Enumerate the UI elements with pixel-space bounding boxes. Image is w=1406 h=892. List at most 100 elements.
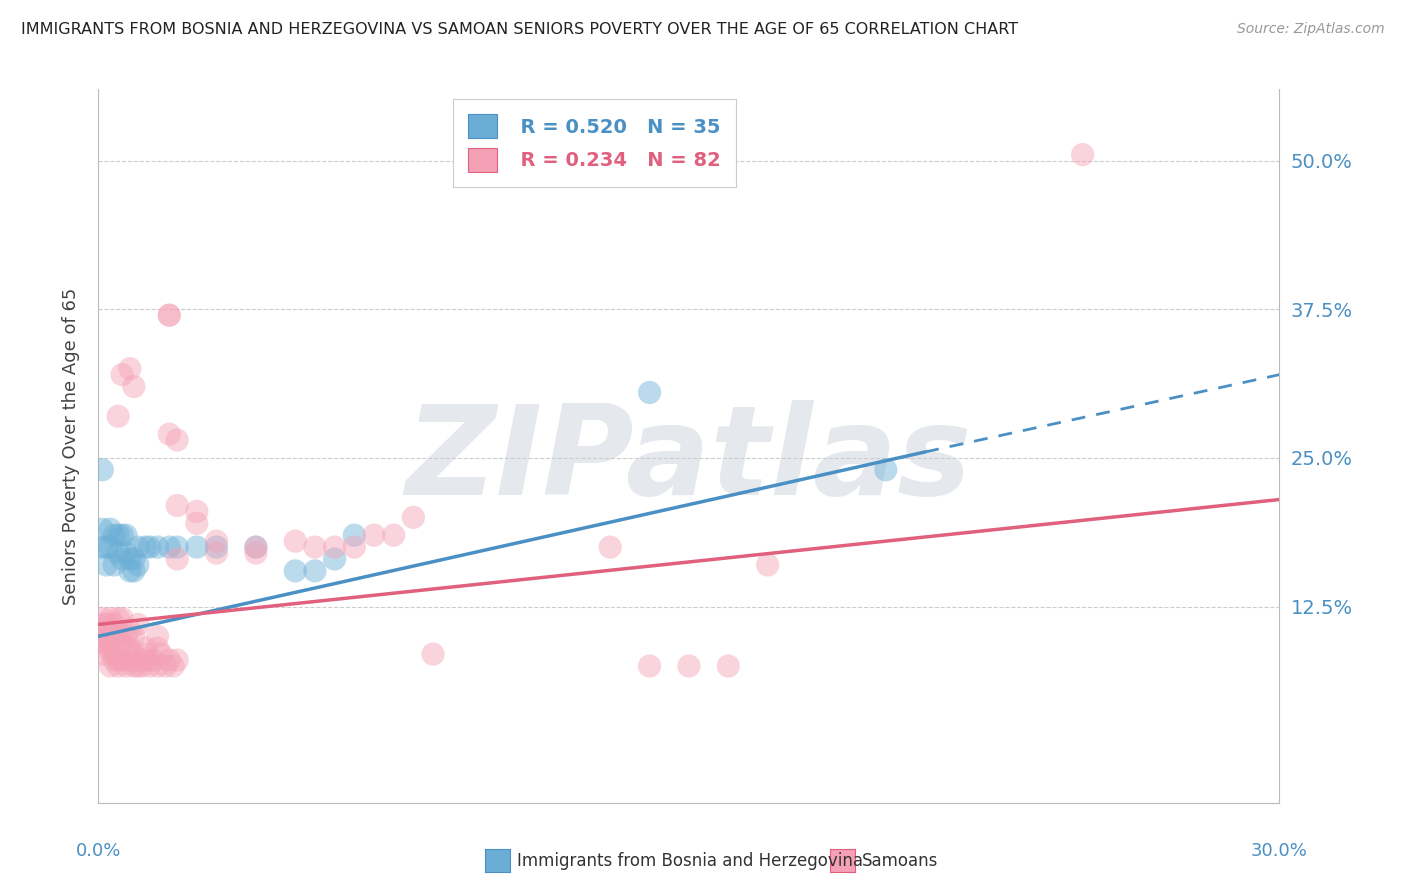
Point — [127, 540, 149, 554]
Point — [91, 647, 114, 661]
Point — [103, 647, 125, 661]
Point — [146, 641, 169, 656]
Point — [875, 463, 897, 477]
Point — [146, 629, 169, 643]
Point — [98, 611, 121, 625]
Point — [103, 653, 125, 667]
Point — [135, 641, 157, 656]
Point — [205, 540, 228, 554]
Point — [96, 641, 118, 656]
Point — [756, 558, 779, 572]
Point — [402, 510, 425, 524]
Point — [98, 659, 121, 673]
Point — [166, 552, 188, 566]
Point — [91, 463, 114, 477]
Point — [103, 528, 125, 542]
Point — [135, 540, 157, 554]
Point — [97, 629, 120, 643]
Point — [122, 647, 145, 661]
Point — [107, 528, 129, 542]
Point — [98, 540, 121, 554]
Point — [162, 659, 184, 673]
Point — [115, 629, 138, 643]
Point — [717, 659, 740, 673]
Point — [96, 617, 118, 632]
Y-axis label: Seniors Poverty Over the Age of 65: Seniors Poverty Over the Age of 65 — [62, 287, 80, 605]
Text: Samoans: Samoans — [862, 852, 938, 870]
Point — [107, 546, 129, 560]
Point — [323, 552, 346, 566]
Point — [422, 647, 444, 661]
Point — [122, 629, 145, 643]
Point — [111, 611, 134, 625]
Point — [103, 617, 125, 632]
Point — [142, 653, 165, 667]
Point — [98, 641, 121, 656]
Text: 30.0%: 30.0% — [1251, 842, 1308, 860]
Point — [91, 540, 114, 554]
Point — [638, 659, 661, 673]
Point — [135, 653, 157, 667]
Point — [93, 635, 115, 649]
Point — [157, 653, 180, 667]
Point — [186, 540, 208, 554]
Point — [205, 534, 228, 549]
Point — [111, 528, 134, 542]
Point — [111, 368, 134, 382]
Point — [115, 659, 138, 673]
Point — [284, 564, 307, 578]
Point — [131, 659, 153, 673]
Point — [186, 504, 208, 518]
Point — [245, 546, 267, 560]
Point — [118, 624, 141, 638]
Point — [122, 659, 145, 673]
Point — [98, 522, 121, 536]
Text: 0.0%: 0.0% — [76, 842, 121, 860]
Point — [127, 617, 149, 632]
Point — [638, 385, 661, 400]
Point — [157, 427, 180, 442]
Point — [135, 647, 157, 661]
Point — [107, 659, 129, 673]
Point — [107, 629, 129, 643]
Point — [146, 540, 169, 554]
Point — [157, 540, 180, 554]
Point — [103, 629, 125, 643]
Point — [138, 659, 160, 673]
Point — [122, 552, 145, 566]
Text: ZIPatlas: ZIPatlas — [406, 400, 972, 521]
Point — [122, 379, 145, 393]
Point — [107, 611, 129, 625]
Point — [150, 647, 173, 661]
Point — [245, 540, 267, 554]
Point — [96, 540, 118, 554]
Point — [91, 635, 114, 649]
Point — [111, 552, 134, 566]
Point — [103, 558, 125, 572]
Point — [166, 540, 188, 554]
Point — [166, 433, 188, 447]
Point — [127, 659, 149, 673]
Point — [96, 558, 118, 572]
Point — [678, 659, 700, 673]
Point — [304, 540, 326, 554]
Point — [363, 528, 385, 542]
Point — [186, 516, 208, 531]
Point — [1071, 147, 1094, 161]
Point — [98, 629, 121, 643]
Point — [127, 653, 149, 667]
Point — [138, 540, 160, 554]
Text: Immigrants from Bosnia and Herzegovina: Immigrants from Bosnia and Herzegovina — [517, 852, 863, 870]
Point — [284, 534, 307, 549]
Point — [166, 653, 188, 667]
Point — [91, 522, 114, 536]
Point — [118, 564, 141, 578]
Point — [166, 499, 188, 513]
Point — [127, 558, 149, 572]
Point — [155, 659, 177, 673]
Point — [122, 564, 145, 578]
Point — [343, 540, 366, 554]
Point — [118, 361, 141, 376]
Legend:   R = 0.520   N = 35,   R = 0.234   N = 82: R = 0.520 N = 35, R = 0.234 N = 82 — [453, 99, 737, 187]
Point — [599, 540, 621, 554]
